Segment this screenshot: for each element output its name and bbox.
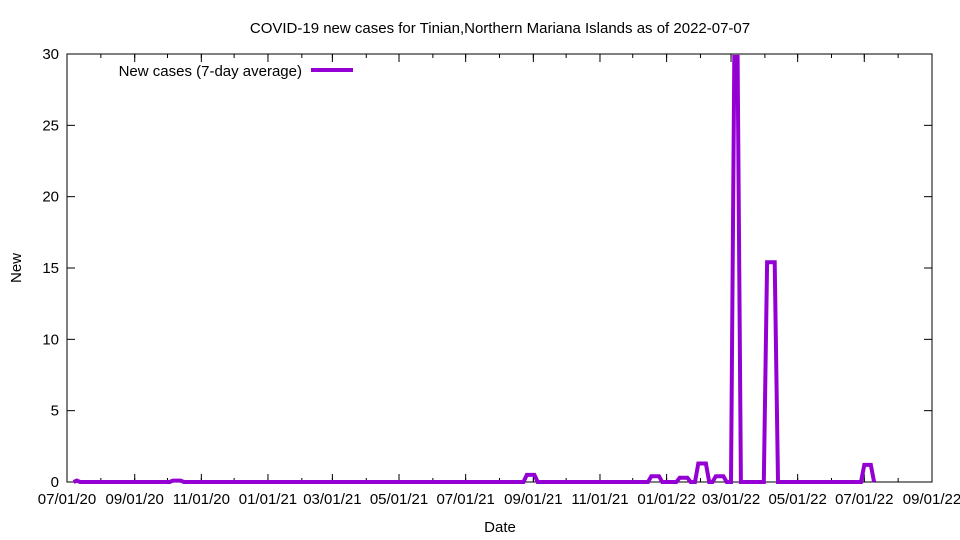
x-tick-label: 07/01/20 xyxy=(38,491,96,508)
y-tick-label: 30 xyxy=(42,46,59,63)
y-tick-label: 5 xyxy=(51,403,59,420)
legend: New cases (7-day average) xyxy=(119,63,353,80)
y-tick-label: 15 xyxy=(42,260,59,277)
y-tick-label: 20 xyxy=(42,189,59,206)
x-tick-label: 03/01/22 xyxy=(702,491,760,508)
y-tick-label: 25 xyxy=(42,117,59,134)
x-tick-label: 05/01/22 xyxy=(768,491,826,508)
y-tick-label: 10 xyxy=(42,331,59,348)
x-tick-label: 01/01/21 xyxy=(239,491,297,508)
plot-area-border xyxy=(66,53,933,483)
x-tick-label: 11/01/20 xyxy=(173,491,230,508)
x-axis-label: Date xyxy=(484,519,516,536)
series-line xyxy=(72,54,877,484)
series-layer xyxy=(72,54,877,484)
x-tick-label: 09/01/22 xyxy=(903,491,960,508)
x-axis: 07/01/20 09/01/20 11/01/20 01/01/21 03/01/21… xyxy=(38,54,960,508)
y-axis-label: New xyxy=(8,253,25,283)
x-tick-label: 05/01/21 xyxy=(370,491,428,508)
y-axis: 0 5 10 15 20 25 30 xyxy=(42,46,932,491)
x-tick-label: 07/01/21 xyxy=(436,491,494,508)
chart-title: COVID-19 new cases for Tinian,Northern M… xyxy=(250,20,750,37)
x-tick-label: 09/01/21 xyxy=(504,491,562,508)
x-tick-label: 07/01/22 xyxy=(835,491,893,508)
y-tick-label: 0 xyxy=(51,474,59,491)
legend-label: New cases (7-day average) xyxy=(119,63,302,80)
x-tick-label: 09/01/20 xyxy=(106,491,164,508)
x-tick-label: 11/01/21 xyxy=(571,491,628,508)
x-tick-label: 03/01/21 xyxy=(303,491,361,508)
x-tick-label: 01/01/22 xyxy=(637,491,695,508)
